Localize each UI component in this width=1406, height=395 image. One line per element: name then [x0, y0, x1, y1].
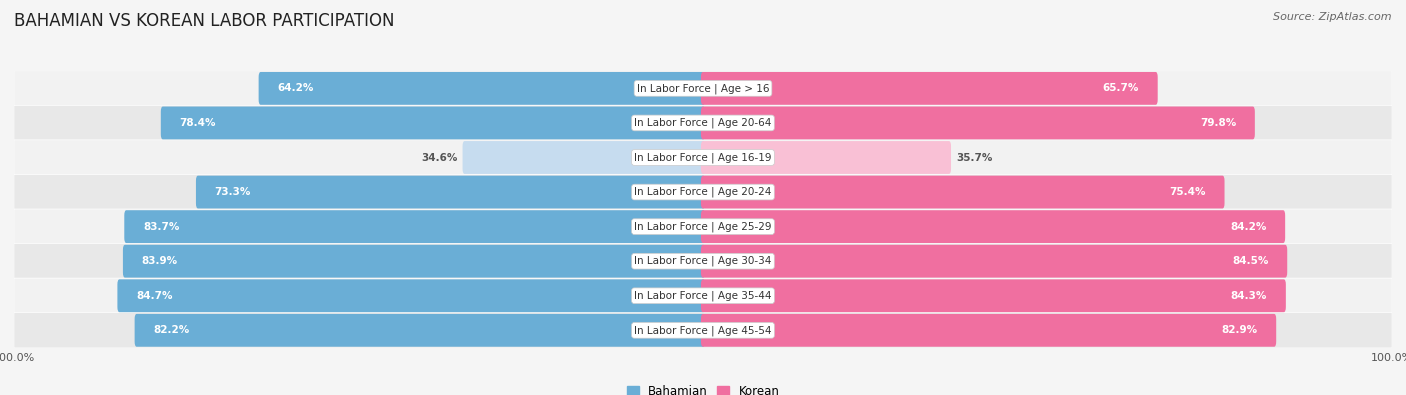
- Text: In Labor Force | Age > 16: In Labor Force | Age > 16: [637, 83, 769, 94]
- Text: 34.6%: 34.6%: [422, 152, 458, 162]
- FancyBboxPatch shape: [702, 141, 950, 174]
- Text: 35.7%: 35.7%: [956, 152, 993, 162]
- Text: 75.4%: 75.4%: [1170, 187, 1206, 197]
- FancyBboxPatch shape: [122, 245, 704, 278]
- FancyBboxPatch shape: [14, 105, 1392, 141]
- Text: Source: ZipAtlas.com: Source: ZipAtlas.com: [1274, 12, 1392, 22]
- Text: In Labor Force | Age 20-24: In Labor Force | Age 20-24: [634, 187, 772, 198]
- Text: BAHAMIAN VS KOREAN LABOR PARTICIPATION: BAHAMIAN VS KOREAN LABOR PARTICIPATION: [14, 12, 395, 30]
- Text: 78.4%: 78.4%: [180, 118, 217, 128]
- FancyBboxPatch shape: [259, 72, 704, 105]
- FancyBboxPatch shape: [14, 244, 1392, 279]
- Text: 82.9%: 82.9%: [1222, 325, 1257, 335]
- Text: 84.5%: 84.5%: [1232, 256, 1268, 266]
- Text: In Labor Force | Age 20-64: In Labor Force | Age 20-64: [634, 118, 772, 128]
- FancyBboxPatch shape: [124, 210, 704, 243]
- Text: 84.2%: 84.2%: [1230, 222, 1267, 231]
- Text: In Labor Force | Age 30-34: In Labor Force | Age 30-34: [634, 256, 772, 267]
- FancyBboxPatch shape: [14, 71, 1392, 106]
- Text: 73.3%: 73.3%: [215, 187, 250, 197]
- FancyBboxPatch shape: [14, 175, 1392, 210]
- Text: In Labor Force | Age 16-19: In Labor Force | Age 16-19: [634, 152, 772, 163]
- FancyBboxPatch shape: [135, 314, 704, 347]
- Legend: Bahamian, Korean: Bahamian, Korean: [621, 380, 785, 395]
- Text: 64.2%: 64.2%: [277, 83, 314, 93]
- FancyBboxPatch shape: [14, 140, 1392, 175]
- Text: In Labor Force | Age 35-44: In Labor Force | Age 35-44: [634, 290, 772, 301]
- FancyBboxPatch shape: [702, 176, 1225, 209]
- Text: 79.8%: 79.8%: [1199, 118, 1236, 128]
- FancyBboxPatch shape: [118, 279, 704, 312]
- FancyBboxPatch shape: [702, 314, 1277, 347]
- FancyBboxPatch shape: [702, 107, 1254, 139]
- Text: 83.7%: 83.7%: [143, 222, 180, 231]
- FancyBboxPatch shape: [463, 141, 704, 174]
- FancyBboxPatch shape: [160, 107, 704, 139]
- Text: 84.3%: 84.3%: [1230, 291, 1267, 301]
- FancyBboxPatch shape: [702, 245, 1288, 278]
- Text: 65.7%: 65.7%: [1102, 83, 1139, 93]
- Text: 82.2%: 82.2%: [153, 325, 190, 335]
- FancyBboxPatch shape: [14, 278, 1392, 313]
- Text: In Labor Force | Age 25-29: In Labor Force | Age 25-29: [634, 221, 772, 232]
- FancyBboxPatch shape: [702, 279, 1286, 312]
- FancyBboxPatch shape: [14, 209, 1392, 244]
- Text: 84.7%: 84.7%: [136, 291, 173, 301]
- Text: In Labor Force | Age 45-54: In Labor Force | Age 45-54: [634, 325, 772, 336]
- FancyBboxPatch shape: [702, 72, 1157, 105]
- FancyBboxPatch shape: [702, 210, 1285, 243]
- FancyBboxPatch shape: [195, 176, 704, 209]
- Text: 83.9%: 83.9%: [142, 256, 177, 266]
- FancyBboxPatch shape: [14, 313, 1392, 348]
